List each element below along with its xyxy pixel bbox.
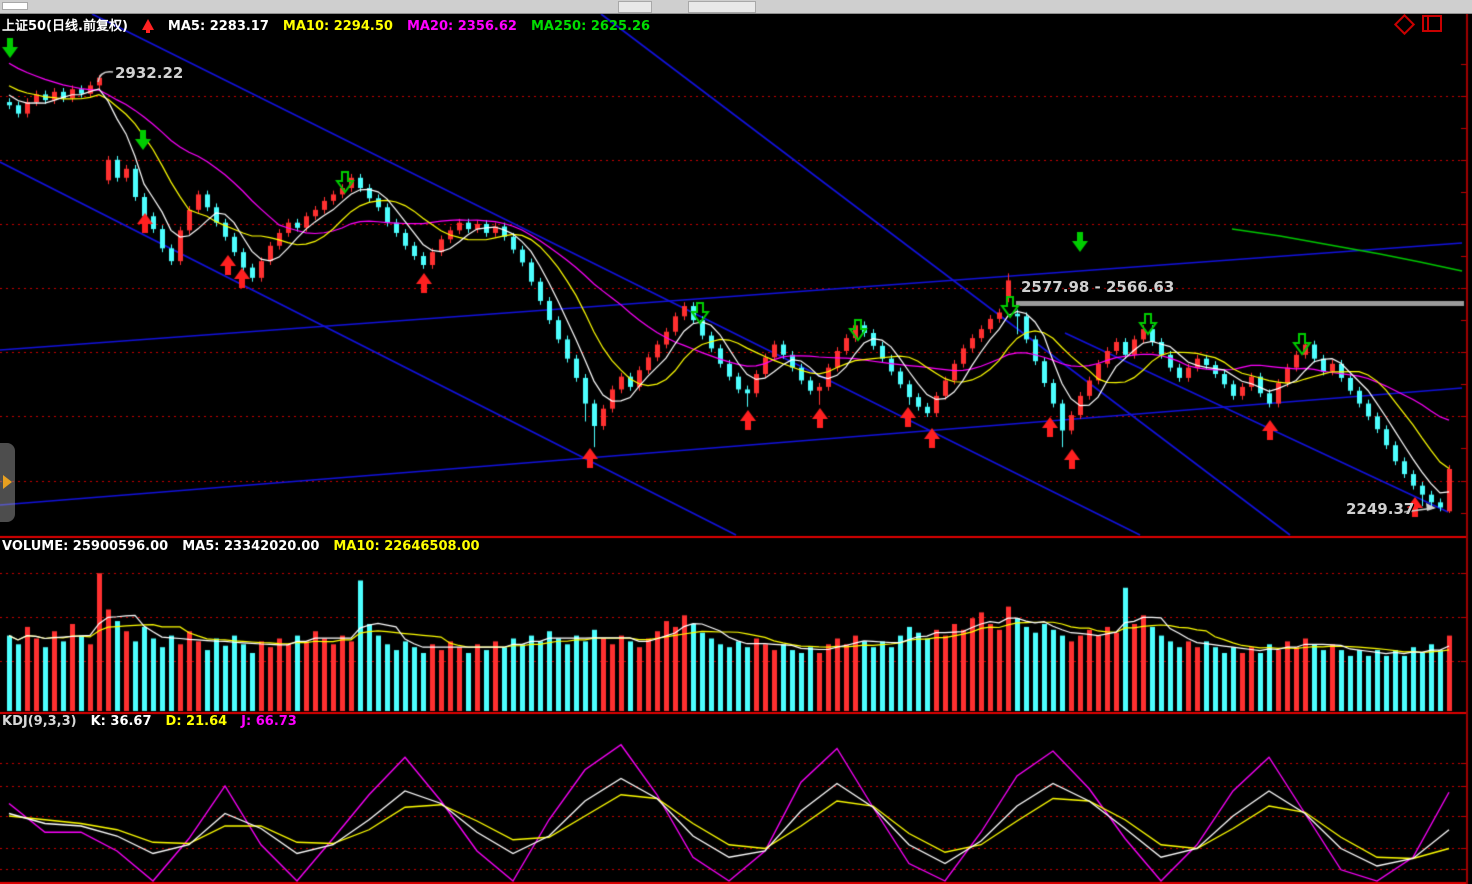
- low-price-label: 2249.37: [1346, 500, 1415, 518]
- toolbar-chip: [2, 2, 28, 10]
- volume-ma5-value: MA5: 23342020.00: [182, 539, 320, 554]
- expand-panel-icon: [3, 475, 12, 489]
- kdj-title[interactable]: KDJ(9,3,3): [2, 714, 77, 729]
- toolbar-button[interactable]: [618, 1, 652, 13]
- main-chart-header: 上证50(日线.前复权) MA5: 2283.17 MA10: 2294.50 MA2…: [2, 15, 664, 34]
- kdj-d-value: D: 21.64: [165, 714, 228, 729]
- volume-ma10-value: MA10: 22646508.00: [333, 539, 480, 554]
- kdj-j-value: J: 66.73: [241, 714, 297, 729]
- kdj-k-value: K: 36.67: [90, 714, 152, 729]
- kdj-header: KDJ(9,3,3) K: 36.67 D: 21.64 J: 66.73: [2, 714, 311, 729]
- top-toolbar-strip: [0, 0, 1472, 14]
- ma5-value: MA5: 2283.17: [167, 19, 269, 34]
- toolbar-button[interactable]: [688, 1, 756, 13]
- volume-header: VOLUME: 25900596.00 MA5: 23342020.00 MA10:…: [2, 539, 494, 554]
- ma10-value: MA10: 2294.50: [282, 19, 393, 34]
- peak-price-label: 2932.22: [115, 64, 184, 82]
- ma20-value: MA20: 2356.62: [406, 19, 517, 34]
- restore-window-icon[interactable]: [1422, 15, 1442, 32]
- symbol-title[interactable]: 上证50(日线.前复权): [2, 19, 128, 34]
- signal-up-arrow-icon: [141, 19, 154, 33]
- gap-price-label: 2577.98 - 2566.63: [1021, 278, 1175, 296]
- ma250-value: MA250: 2625.26: [530, 19, 651, 34]
- volume-value: VOLUME: 25900596.00: [2, 539, 169, 554]
- side-panel-handle[interactable]: [0, 443, 15, 522]
